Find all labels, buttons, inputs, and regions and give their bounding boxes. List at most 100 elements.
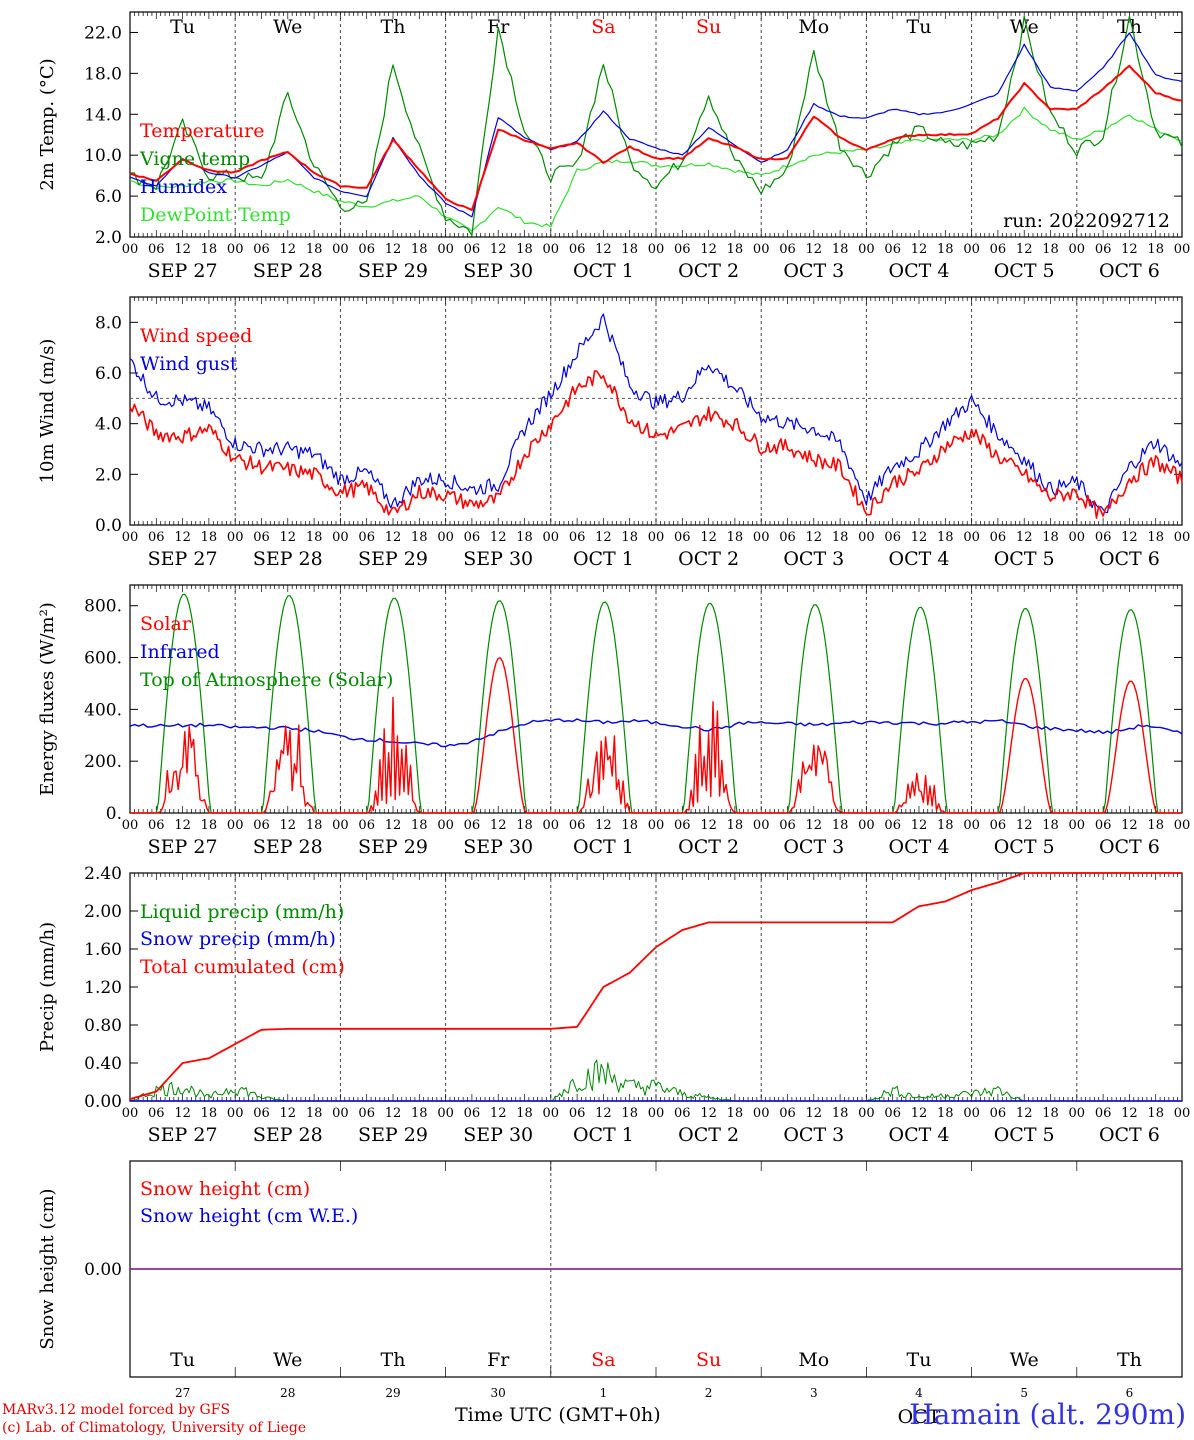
hour-label: 18 xyxy=(516,818,533,833)
y-tick-label: 0. xyxy=(106,804,122,824)
hour-label: 00 xyxy=(437,818,454,833)
hour-label: 00 xyxy=(122,242,139,257)
hour-label: 12 xyxy=(1121,1106,1138,1121)
hour-label: 06 xyxy=(253,818,270,833)
hour-label: 00 xyxy=(858,530,875,545)
hour-label: 12 xyxy=(806,1106,823,1121)
y-tick-label: 600. xyxy=(84,649,122,669)
y-tick-label: 6.0 xyxy=(95,187,122,207)
hour-label: 12 xyxy=(700,530,717,545)
hour-label: 00 xyxy=(858,1106,875,1121)
legend-entry: DewPoint Temp xyxy=(140,204,291,226)
hour-label: 12 xyxy=(1016,242,1033,257)
y-tick-label: 4.0 xyxy=(95,415,122,435)
weekday-label: Fr xyxy=(487,16,510,38)
hour-label: 12 xyxy=(174,1106,191,1121)
day-number: 2 xyxy=(705,1386,713,1400)
legend-entry: Vigne temp xyxy=(139,148,250,170)
hour-label: 18 xyxy=(727,1106,744,1121)
hour-label: 06 xyxy=(148,818,165,833)
day-number: 5 xyxy=(1020,1386,1028,1400)
y-axis-label: Snow height (cm) xyxy=(37,1188,58,1349)
hour-label: 06 xyxy=(1095,242,1112,257)
day-number: 30 xyxy=(491,1386,506,1400)
hour-label: 06 xyxy=(253,1106,270,1121)
run-label: run: 2022092712 xyxy=(1003,210,1170,232)
series-line xyxy=(129,106,1183,232)
hour-label: 18 xyxy=(1042,818,1059,833)
y-tick-label: 2.0 xyxy=(95,228,122,248)
hour-label: 12 xyxy=(1121,242,1138,257)
hour-label: 18 xyxy=(201,530,218,545)
date-label: OCT 3 xyxy=(783,548,844,570)
date-label: OCT 5 xyxy=(994,260,1055,282)
hour-label: 18 xyxy=(1147,530,1164,545)
y-tick-label: 1.20 xyxy=(84,978,122,998)
weekday-label: We xyxy=(1010,16,1039,38)
y-tick-label: 0.00 xyxy=(84,1092,122,1112)
hour-label: 12 xyxy=(385,1106,402,1121)
date-label: SEP 30 xyxy=(463,548,533,570)
hour-label: 18 xyxy=(832,530,849,545)
series-line xyxy=(129,370,1183,519)
y-tick-label: 18.0 xyxy=(84,64,122,84)
hour-label: 00 xyxy=(122,818,139,833)
credit-line-lab: (c) Lab. of Climatology, University of L… xyxy=(2,1420,307,1436)
date-label: OCT 5 xyxy=(994,548,1055,570)
hour-label: 12 xyxy=(595,1106,612,1121)
hour-label: 00 xyxy=(963,242,980,257)
hour-label: 00 xyxy=(858,818,875,833)
hour-label: 12 xyxy=(700,1106,717,1121)
hour-label: 00 xyxy=(1174,1106,1191,1121)
hour-label: 00 xyxy=(437,1106,454,1121)
day-number: 4 xyxy=(915,1386,923,1400)
legend-entry: Humidex xyxy=(140,176,227,198)
y-tick-label: 8.0 xyxy=(95,313,122,333)
day-number: 3 xyxy=(810,1386,818,1400)
series-line xyxy=(129,872,1182,1100)
hour-label: 12 xyxy=(280,818,297,833)
weekday-label: Sa xyxy=(591,16,615,38)
hour-label: 00 xyxy=(963,530,980,545)
hour-label: 18 xyxy=(1042,530,1059,545)
weekday-label: Mo xyxy=(798,16,829,38)
date-label: OCT 2 xyxy=(678,1124,739,1146)
y-tick-label: 0.0 xyxy=(95,516,122,536)
hour-label: 18 xyxy=(832,1106,849,1121)
hour-label: 18 xyxy=(306,818,323,833)
hour-label: 06 xyxy=(1095,1106,1112,1121)
hour-label: 06 xyxy=(779,818,796,833)
hour-label: 00 xyxy=(437,242,454,257)
y-tick-label: 2.00 xyxy=(84,902,122,922)
hour-label: 12 xyxy=(806,818,823,833)
hour-label: 12 xyxy=(595,530,612,545)
credits: MARv3.12 model forced by GFS (c) Lab. of… xyxy=(2,1401,306,1437)
hour-label: 00 xyxy=(437,530,454,545)
weekday-label: Tu xyxy=(907,1349,932,1371)
day-number: 1 xyxy=(600,1386,608,1400)
legend-entry: Snow height (cm W.E.) xyxy=(140,1205,358,1227)
hour-label: 18 xyxy=(1042,242,1059,257)
hour-label: 18 xyxy=(621,818,638,833)
hour-label: 18 xyxy=(1147,1106,1164,1121)
weekday-label: We xyxy=(273,16,302,38)
hour-label: 06 xyxy=(1095,818,1112,833)
day-number: 29 xyxy=(385,1386,400,1400)
hour-label: 18 xyxy=(201,1106,218,1121)
y-tick-label: 200. xyxy=(84,752,122,772)
hour-label: 00 xyxy=(332,242,349,257)
panel-2: 00 06 12 18 00 06 12 18 00 06 12 18 00 06 12 18 00 06 12 18… xyxy=(37,296,1190,570)
date-label: OCT 5 xyxy=(994,1124,1055,1146)
hour-label: 06 xyxy=(148,1106,165,1121)
date-label: OCT 4 xyxy=(889,1124,950,1146)
hour-label: 12 xyxy=(911,242,928,257)
weekday-label: We xyxy=(273,1349,302,1371)
hour-label: 12 xyxy=(174,530,191,545)
date-label: OCT 1 xyxy=(573,548,634,570)
legend-entry: Liquid precip (mm/h) xyxy=(140,901,344,923)
hour-label: 00 xyxy=(1174,818,1191,833)
hour-label: 12 xyxy=(911,1106,928,1121)
hour-label: 06 xyxy=(884,818,901,833)
hour-label: 18 xyxy=(621,530,638,545)
hour-label: 00 xyxy=(227,1106,244,1121)
